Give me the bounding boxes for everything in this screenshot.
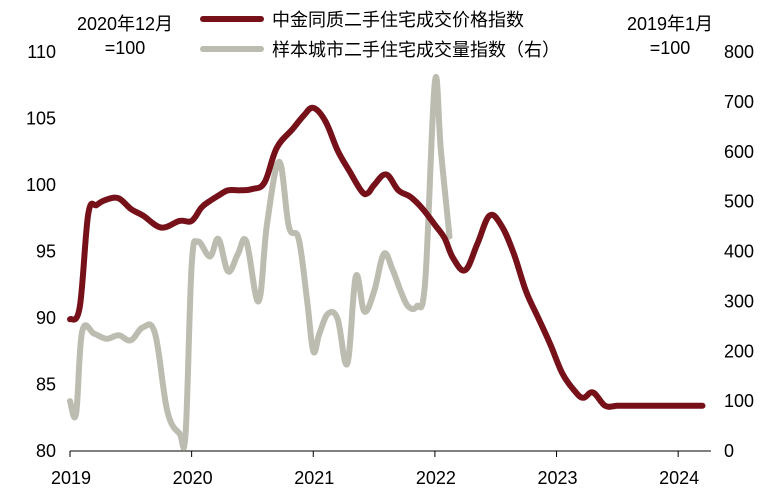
right-y-tick-label: 300: [724, 291, 754, 311]
legend-label-price: 中金同质二手住宅成交价格指数: [272, 10, 524, 30]
left-y-tick-label: 90: [36, 308, 56, 328]
left-axis-note-line1: 2020年12月: [76, 14, 174, 34]
x-tick-label: 2021: [294, 468, 334, 488]
right-y-tick-label: 100: [724, 391, 754, 411]
right-y-tick-label: 500: [724, 192, 754, 212]
legend: 中金同质二手住宅成交价格指数 样本城市二手住宅成交量指数（右）: [200, 4, 560, 64]
right-y-tick-label: 0: [724, 441, 734, 461]
right-y-tick-label: 400: [724, 242, 754, 262]
right-y-tick-label: 600: [724, 142, 754, 162]
price-index-line: [67, 104, 706, 410]
left-y-tick-label: 110: [27, 42, 56, 62]
right-axis-note-line1: 2019年1月: [626, 14, 714, 34]
right-y-axis-ticks: 0 100 200 300 400 500 600 700 800: [724, 42, 754, 461]
left-y-tick-label: 105: [26, 109, 56, 129]
right-y-tick-label: 800: [724, 42, 754, 62]
x-axis-ticks: 2019 2020 2021 2022 2023 2024: [51, 451, 699, 488]
right-axis-note-line2: =100: [649, 38, 691, 58]
x-tick-label: 2022: [416, 468, 456, 488]
volume-index-line: [67, 74, 453, 451]
series-lines: [67, 74, 706, 451]
right-y-tick-label: 700: [724, 92, 754, 112]
legend-swatch-volume: [200, 46, 264, 52]
x-tick-label: 2023: [538, 468, 578, 488]
legend-item-price: 中金同质二手住宅成交价格指数: [200, 4, 560, 34]
left-y-tick-label: 85: [36, 375, 56, 395]
x-tick-label: 2020: [173, 468, 213, 488]
right-axis-note: 2019年1月 =100: [610, 12, 730, 60]
x-tick-label: 2019: [51, 468, 91, 488]
legend-label-volume: 样本城市二手住宅成交量指数（右）: [272, 40, 560, 60]
left-y-tick-label: 95: [36, 242, 56, 262]
legend-swatch-price: [200, 16, 264, 22]
left-y-tick-label: 80: [36, 441, 56, 461]
left-axis-note: 2020年12月 =100: [60, 12, 190, 60]
right-y-tick-label: 200: [724, 341, 754, 361]
left-y-tick-label: 100: [26, 175, 56, 195]
x-tick-label: 2024: [659, 468, 699, 488]
left-y-axis-ticks: 80 85 90 95 100 105 110: [26, 42, 56, 461]
left-axis-note-line2: =100: [104, 38, 146, 58]
legend-item-volume: 样本城市二手住宅成交量指数（右）: [200, 34, 560, 64]
